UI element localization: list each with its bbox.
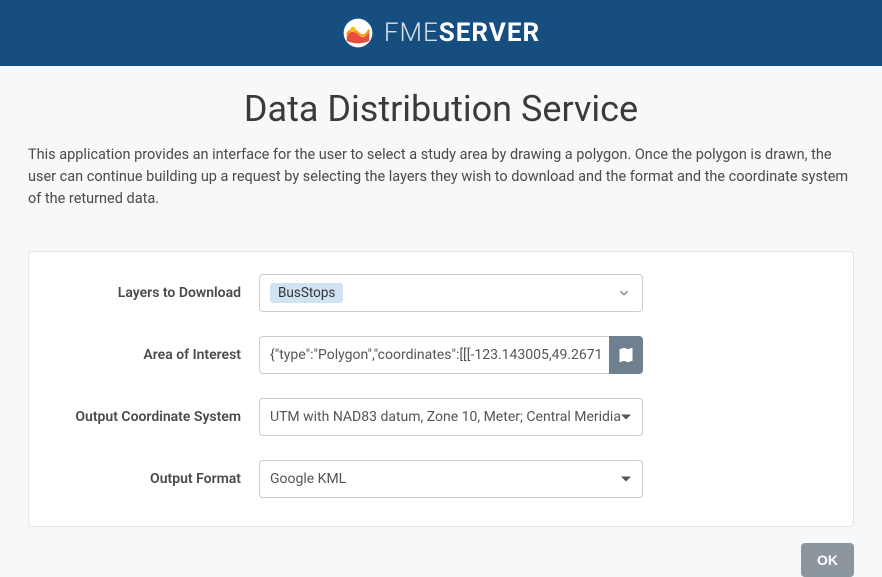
map-icon xyxy=(618,347,634,363)
label-coord: Output Coordinate System xyxy=(49,409,259,425)
footer: OK xyxy=(0,527,882,577)
fme-logo-icon xyxy=(342,17,374,49)
open-map-button[interactable] xyxy=(609,336,643,374)
area-input[interactable]: {"type":"Polygon","coordinates":[[[-123.… xyxy=(259,336,609,374)
label-format: Output Format xyxy=(49,471,259,487)
format-select[interactable]: Google KML xyxy=(259,460,643,498)
row-format: Output Format Google KML xyxy=(49,460,833,498)
row-layers: Layers to Download BusStops xyxy=(49,274,833,312)
app-header: FMESERVER xyxy=(0,0,882,66)
page-description: This application provides an interface f… xyxy=(0,144,882,209)
brand-bold: SERVER xyxy=(439,18,540,48)
label-area: Area of Interest xyxy=(49,347,259,363)
label-layers: Layers to Download xyxy=(49,285,259,301)
coord-select[interactable]: UTM with NAD83 datum, Zone 10, Meter; Ce… xyxy=(259,398,643,436)
page-title: Data Distribution Service xyxy=(0,88,882,130)
brand-text: FMESERVER xyxy=(384,18,540,48)
brand-light: FME xyxy=(384,18,439,48)
ok-button[interactable]: OK xyxy=(801,543,854,577)
form-card: Layers to Download BusStops Area of Inte… xyxy=(28,251,854,527)
row-coord: Output Coordinate System UTM with NAD83 … xyxy=(49,398,833,436)
row-area: Area of Interest {"type":"Polygon","coor… xyxy=(49,336,833,374)
layers-select[interactable]: BusStops xyxy=(259,274,643,312)
layer-tag-busstops[interactable]: BusStops xyxy=(270,283,343,303)
